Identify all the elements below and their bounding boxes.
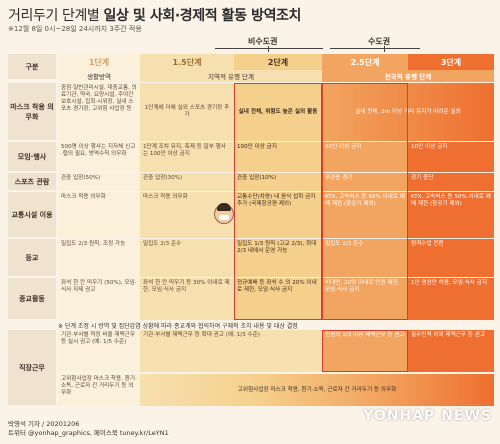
row-label-school: 등교 (8, 239, 56, 277)
work-level2-5: 인원의 1/3 이상 재택근무 등 권고 (322, 330, 408, 372)
sports-level2: 관중 입장(10%) (234, 173, 322, 191)
sub-national: 전국적 유행 단계 (322, 70, 494, 82)
region-noncapital: 비수도권 (248, 37, 278, 46)
sub-regional: 지역적 유행 단계 (140, 70, 322, 82)
footer-social: 트위터 @yonhap_graphics, 페이스북 tuney.kr/LeYN… (8, 429, 169, 437)
header-label: 구분 (8, 54, 56, 80)
work-highrisk-text: 고위험사업장 마스크 착용, 환기·소독, 근로자 간 거리두기 등 의무화 (61, 376, 137, 396)
level-2-5: 2.5단계 (322, 54, 408, 70)
school-level1-5: 밀집도 2/3 준수 (140, 239, 234, 277)
level-1-5: 1.5단계 (140, 54, 234, 70)
work-highrisk-all: 고위험사업장 마스크 착용, 환기·소독, 근로자 간 거리두기 등 의무화 (140, 374, 494, 406)
footer: 박영석 기자 / 20201206 트위터 @yonhap_graphics, … (8, 420, 169, 438)
gathering-level3: 10인 이상 금지 (408, 142, 494, 172)
watermark: YONHAP NEWS (363, 408, 492, 424)
mask-level2: 실내 전체, 위험도 높은 실외 활동 (234, 83, 322, 141)
footer-credit: 박영석 기자 / 20201206 (8, 420, 80, 428)
religion-level1: 좌석 한 칸 띄우기 (50%), 모임·식사 자제 권고 (58, 278, 140, 320)
sports-level1: 관중 입장(50%) (58, 173, 140, 191)
masked-person-icon (214, 203, 234, 224)
mask-level1-5: 1단계에 더해 실외 스포츠 경기장 추가 (140, 83, 234, 141)
school-level3: 원격수업 전환 (408, 239, 494, 277)
work-level3: 필수인력 이외 재택근무 등 권고 (408, 330, 494, 372)
transport-level2: 교통수단(차량) 내 음식 섭취 금지 추가 (국제항공편 제외) (234, 192, 322, 238)
transport-level2-5: KTX, 고속버스 등 50% 이내로 예매 제한 (항공기 제외) (322, 192, 408, 238)
work-highrisk-level1: 고위험사업장 마스크 착용, 환기·소독, 근로자 간 거리두기 등 의무화 (58, 374, 140, 406)
region-capital-tick (384, 46, 385, 52)
row-label-transport: 교통시설 이용 (8, 192, 56, 238)
region-capital-line (330, 48, 420, 49)
gathering-level2-5: 50인 이상 금지 (322, 142, 408, 172)
religion-level2-5: 비대면, 20명 이내로 인원 제한, 모임·식사 금지 (322, 278, 408, 320)
work-level1-5: 기관·부서별 재택근무 등 확대 권고 (예: 1/3 수준) (140, 330, 322, 372)
mask-level2-5-3: 실내 전체, 2m 이상 거리 유지가 어려운 실외 (322, 83, 494, 141)
gathering-level2: 100인 이상 금지 (234, 142, 322, 172)
level-2: 2단계 (234, 54, 322, 70)
level-3: 3단계 (408, 54, 494, 70)
region-capital: 수도권 (368, 37, 391, 46)
title-main: 일상 및 사회·경제적 활동 방역조치 (103, 8, 302, 24)
region-noncapital-line (215, 48, 323, 49)
row-label-work: 직장근무 (8, 330, 56, 406)
sports-level1-5: 관중 입장(30%) (140, 173, 234, 191)
row-label-religion: 종교활동 (8, 278, 56, 320)
school-level1: 밀집도 2/3 원칙, 조정 가능 (58, 239, 140, 277)
transport-level3: KTX, 고속버스 등 50% 이내로 예매 제한 (항공기 제외) (408, 192, 494, 238)
work-highrisk-text-all: 고위험사업장 마스크 착용, 환기·소독, 근로자 간 거리두기 등 의무화 (237, 386, 397, 393)
page-title: 거리두기 단계별 일상 및 사회·경제적 활동 방역조치 (8, 5, 301, 25)
sports-level2-5: 무관중 경기 (322, 173, 408, 191)
row-label-mask: 마스크 착용 의무화 (8, 83, 56, 141)
work-level1: 기관·부서별 적정 비율 재택근무 등 실시 권고 (예: 1/5 수준) (58, 330, 140, 372)
level-1: 1단계 (58, 54, 140, 70)
transport-level1: 마스크 착용 의무화 (58, 192, 140, 238)
religion-note: ※ 단계 조정 시 방역 및 집단감염 상황에 따라 종교계와 협의하여 구체적… (58, 323, 298, 330)
religion-level1-5: 좌석 한 칸 띄우기 등 30% 이내로 제한, 모임·식사 금지 (140, 278, 234, 320)
mask-level1: 중점·일반관리시설, 대중교통, 의료기관, 약국, 요양시설, 주야간보호시설… (58, 83, 140, 141)
subtitle: ※12월 8일 0시~28일 24시까지 3주간 적용 (8, 25, 142, 33)
title-prefix: 거리두기 단계별 (8, 8, 104, 24)
sub-daily: 생활방역 (58, 70, 140, 82)
row-label-sports: 스포츠 관람 (8, 173, 56, 191)
sports-level3: 경기 중단 (408, 173, 494, 191)
school-level2: 밀집도 1/3 원칙 (고교 2/3), 최대 2/3 내에서 운영 가능 (234, 239, 322, 277)
religion-level3: 1인 영상만 허용, 모임·식사 금지 (408, 278, 494, 320)
region-noncapital-tick (268, 46, 269, 52)
gathering-level1-5: 1단계 조치 유지, 축제 등 일부 행사는 100인 이상 금지 (140, 142, 234, 172)
school-level2-5: 밀집도 1/3 준수 (322, 239, 408, 277)
row-label-gathering: 모임·행사 (8, 142, 56, 172)
religion-level2: 정규예배 등 좌석 수 의 20% 이내로 제한, 모임·식사 금지 (234, 278, 322, 320)
gathering-level1: 500명 이상 행사는 지자체 신고·협의 필요, 방역수칙 의무화 (58, 142, 140, 172)
